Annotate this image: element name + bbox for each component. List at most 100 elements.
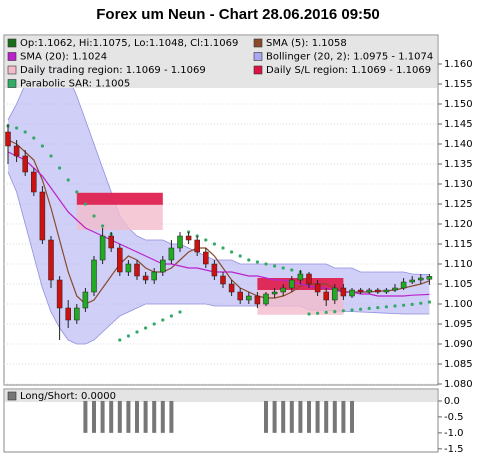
- candle-body: [56, 279, 63, 309]
- y-tick-label: 1.115: [444, 239, 473, 250]
- y-tick-label: 1.140: [444, 139, 473, 150]
- y-tick-label: 1.145: [444, 119, 473, 130]
- sar-dot: [126, 334, 130, 338]
- legend-label: SMA (20): 1.1024: [20, 52, 107, 63]
- candle-body: [134, 263, 140, 277]
- legend-label: SMA (5): 1.1058: [266, 38, 347, 49]
- sar-dot: [324, 310, 328, 314]
- sar-dot: [75, 190, 79, 194]
- sar-dot: [15, 126, 19, 130]
- candle-body: [91, 259, 97, 293]
- y-tick-label: 1.080: [444, 379, 473, 390]
- sar-dot: [333, 310, 337, 314]
- candle-body: [228, 283, 235, 293]
- sar-dot: [359, 307, 363, 311]
- y-tick-label: -1.5: [444, 444, 464, 455]
- candle-body: [289, 279, 295, 289]
- bar: [117, 400, 122, 433]
- indicator-line: [7, 151, 430, 297]
- candle-body: [280, 287, 286, 293]
- candle-body: [39, 191, 46, 241]
- candle-body: [108, 235, 114, 249]
- candle-body: [82, 291, 89, 309]
- sar-dot: [161, 318, 165, 322]
- bar: [332, 400, 337, 433]
- sar-dot: [384, 305, 388, 309]
- sar-dot: [316, 311, 320, 315]
- sar-dot: [40, 144, 45, 148]
- candle-body: [31, 171, 37, 193]
- sar-dot: [393, 304, 397, 308]
- bar: [341, 400, 346, 433]
- candle-body: [22, 155, 28, 173]
- candle-body: [246, 295, 252, 301]
- bar: [350, 400, 354, 433]
- bar: [307, 400, 311, 433]
- y-tick-label: 1.130: [444, 179, 473, 190]
- sar-dot: [341, 309, 345, 313]
- sar-dot: [281, 266, 285, 270]
- candle-body: [125, 263, 132, 273]
- y-tick-label: -1.0: [444, 428, 464, 439]
- candle-body: [314, 283, 321, 293]
- sar-dot: [169, 314, 173, 318]
- bar: [92, 400, 96, 433]
- legend-swatch: [7, 79, 17, 88]
- bar: [143, 400, 148, 433]
- candle-body: [151, 271, 157, 281]
- sar-dot: [101, 224, 105, 228]
- y-tick-label: 1.105: [444, 279, 473, 290]
- candle-body: [383, 289, 390, 293]
- bar: [264, 400, 268, 433]
- legend-label: Bollinger (20, 2): 1.0975 - 1.1074: [266, 52, 433, 63]
- sar-dot: [367, 306, 371, 310]
- region: [76, 192, 163, 205]
- y-tick-label: 1.085: [444, 359, 473, 370]
- legend-swatch: [253, 38, 263, 48]
- bar: [272, 400, 277, 433]
- sar-dot: [212, 242, 216, 246]
- bar: [100, 400, 105, 433]
- legend-box: [5, 390, 437, 402]
- band-upper: [7, 59, 430, 275]
- candle-body: [400, 281, 407, 289]
- sar-dot: [66, 178, 70, 182]
- chart-title: Forex um Neun - Chart 28.06.2016 09:50: [96, 6, 379, 23]
- legend-label: Parabolic SAR: 1.1005: [20, 79, 130, 90]
- legend-label: Op:1.1062, Hi:1.1075, Lo:1.1048, Cl:1.10…: [20, 38, 238, 49]
- candle-body: [74, 307, 80, 321]
- bar: [152, 400, 157, 433]
- sar-dot: [290, 268, 294, 272]
- candle-body: [263, 293, 269, 305]
- candle-body: [185, 235, 192, 241]
- sar-dot: [410, 302, 414, 306]
- y-tick-label: 1.095: [444, 319, 473, 330]
- sar-dot: [427, 300, 431, 304]
- candle-body: [5, 131, 11, 147]
- candle-body: [340, 287, 347, 297]
- band-lower: [7, 171, 430, 345]
- legend-swatch: [253, 65, 263, 75]
- candle-body: [332, 287, 338, 301]
- panel-title: Long/Short: 0.0000: [20, 391, 116, 402]
- y-tick-label: 1.155: [444, 79, 473, 90]
- sar-dot: [273, 264, 277, 268]
- sar-dot: [221, 246, 225, 250]
- bar: [83, 400, 88, 433]
- y-tick-label: 1.160: [444, 59, 473, 70]
- legend-box: [5, 36, 437, 88]
- legend-swatch: [7, 52, 17, 61]
- bar: [109, 400, 114, 433]
- bar: [135, 400, 139, 433]
- sar-dot: [402, 303, 406, 307]
- candle-body: [237, 291, 243, 301]
- bar: [169, 400, 174, 433]
- bar: [315, 400, 320, 433]
- candle-body: [418, 277, 424, 281]
- legend-swatch: [7, 65, 17, 75]
- y-tick-label: 1.090: [444, 339, 473, 350]
- sar-dot: [144, 326, 148, 330]
- candle-body: [99, 235, 106, 261]
- candle-body: [357, 289, 364, 293]
- legend-label: Daily trading region: 1.1069 - 1.1069: [20, 65, 206, 76]
